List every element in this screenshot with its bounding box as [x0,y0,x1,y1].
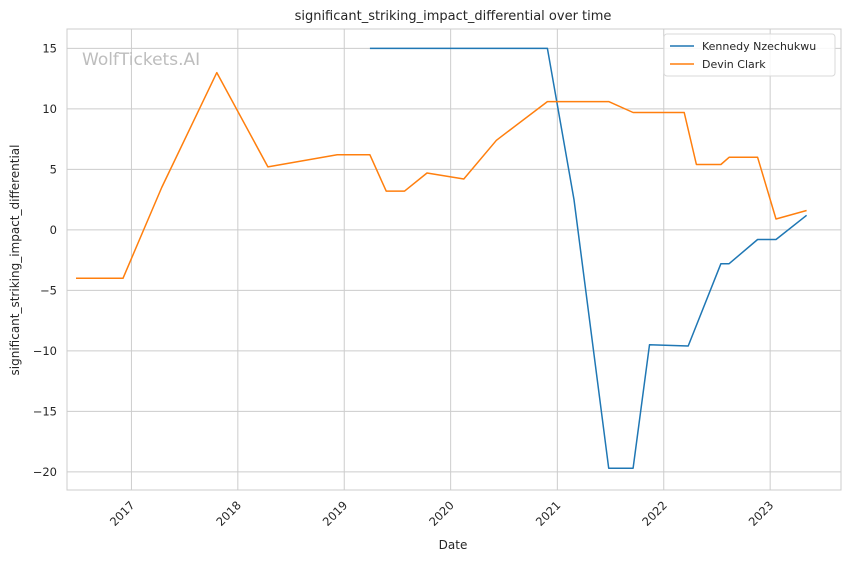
series-line-kennedy-nzechukwu [369,47,808,469]
x-tick-label: 2019 [320,498,351,529]
y-axis-label: significant_striking_impact_differential [8,145,22,376]
x-tick-label: 2021 [533,498,564,529]
y-tick-label: 0 [50,223,57,237]
y-tick-label: 5 [50,162,57,176]
y-tick-label: −15 [33,404,57,418]
legend-label: Devin Clark [702,58,766,71]
plot-area: 2017 2018 2019 2020 2021 2022 2023 15 10 5 0 −5 −10 −… [33,28,842,529]
legend-label: Kennedy Nzechukwu [702,40,816,53]
y-tick-label: −10 [33,344,57,358]
x-tick-label: 2018 [213,498,244,529]
y-tick-label: −5 [40,283,57,297]
y-tick-label: 10 [42,102,57,116]
chart-title: significant_striking_impact_differential… [295,9,612,24]
legend: Kennedy Nzechukwu Devin Clark [663,33,836,77]
x-tick-label: 2017 [107,498,138,529]
plot-frame [66,28,842,491]
series-line-devin-clark [76,71,807,280]
legend-box [663,33,836,77]
y-tick-label: −20 [33,465,57,479]
watermark-text: WolfTickets.AI [82,50,200,70]
x-tick-label: 2020 [426,498,457,529]
x-axis-label: Date [439,538,468,552]
x-tick-label: 2022 [639,498,670,529]
y-tick-label: 15 [42,41,57,55]
x-tick-label: 2023 [746,498,777,529]
